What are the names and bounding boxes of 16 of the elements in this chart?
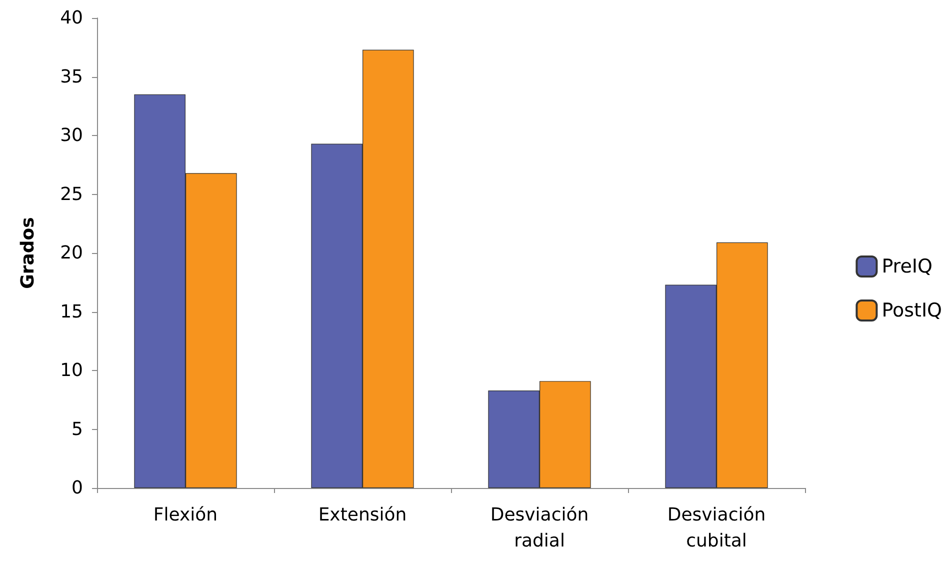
x-tick-label: Extensión [318, 504, 407, 526]
x-tick-label: Desviación cubital [667, 504, 766, 552]
y-tick-label: 20 [60, 242, 83, 264]
y-tick-label: 25 [60, 184, 83, 205]
y-tick-label: 30 [60, 125, 83, 146]
y-tick-label: 10 [60, 360, 83, 381]
legend-label: PreIQ [882, 256, 932, 278]
y-tick-label: 5 [72, 418, 83, 440]
y-axis-title: Grados [18, 217, 38, 289]
y-tick-label: 15 [60, 301, 83, 322]
y-tick-label: 35 [60, 66, 83, 88]
x-tick-label: Desviación radial [490, 504, 589, 552]
y-tick-label: 0 [72, 478, 83, 498]
x-tick-label: Flexión [153, 504, 218, 526]
legend-label: PostIQ [882, 300, 942, 322]
y-tick-label: 40 [60, 8, 83, 28]
